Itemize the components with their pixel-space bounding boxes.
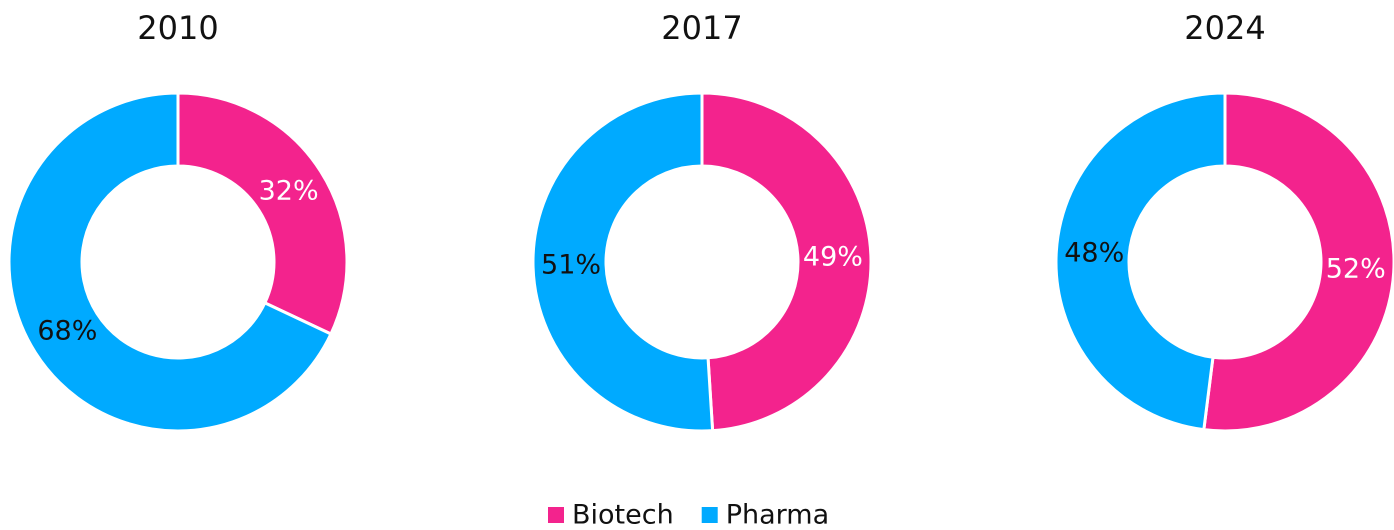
- legend-label: Pharma: [726, 500, 829, 530]
- donut-slice: [176, 91, 349, 336]
- value-label: 49%: [803, 241, 863, 272]
- donut-slice: [700, 91, 873, 433]
- value-label: 48%: [1064, 237, 1124, 268]
- donut-slice: [7, 91, 333, 433]
- chart-title: 2024: [1184, 9, 1265, 47]
- legend-swatch: [701, 507, 718, 523]
- value-label: 52%: [1326, 254, 1386, 285]
- chart-title: 2010: [137, 9, 218, 47]
- value-label: 68%: [37, 316, 97, 347]
- chart-title: 2017: [661, 9, 742, 47]
- donut-slice: [1054, 91, 1227, 432]
- value-label: 51%: [541, 250, 601, 281]
- value-label: 32%: [259, 175, 319, 206]
- legend-label: Biotech: [572, 500, 674, 530]
- donut-slice: [531, 91, 715, 433]
- legend-swatch: [548, 507, 564, 523]
- donut-slice: [1202, 91, 1394, 433]
